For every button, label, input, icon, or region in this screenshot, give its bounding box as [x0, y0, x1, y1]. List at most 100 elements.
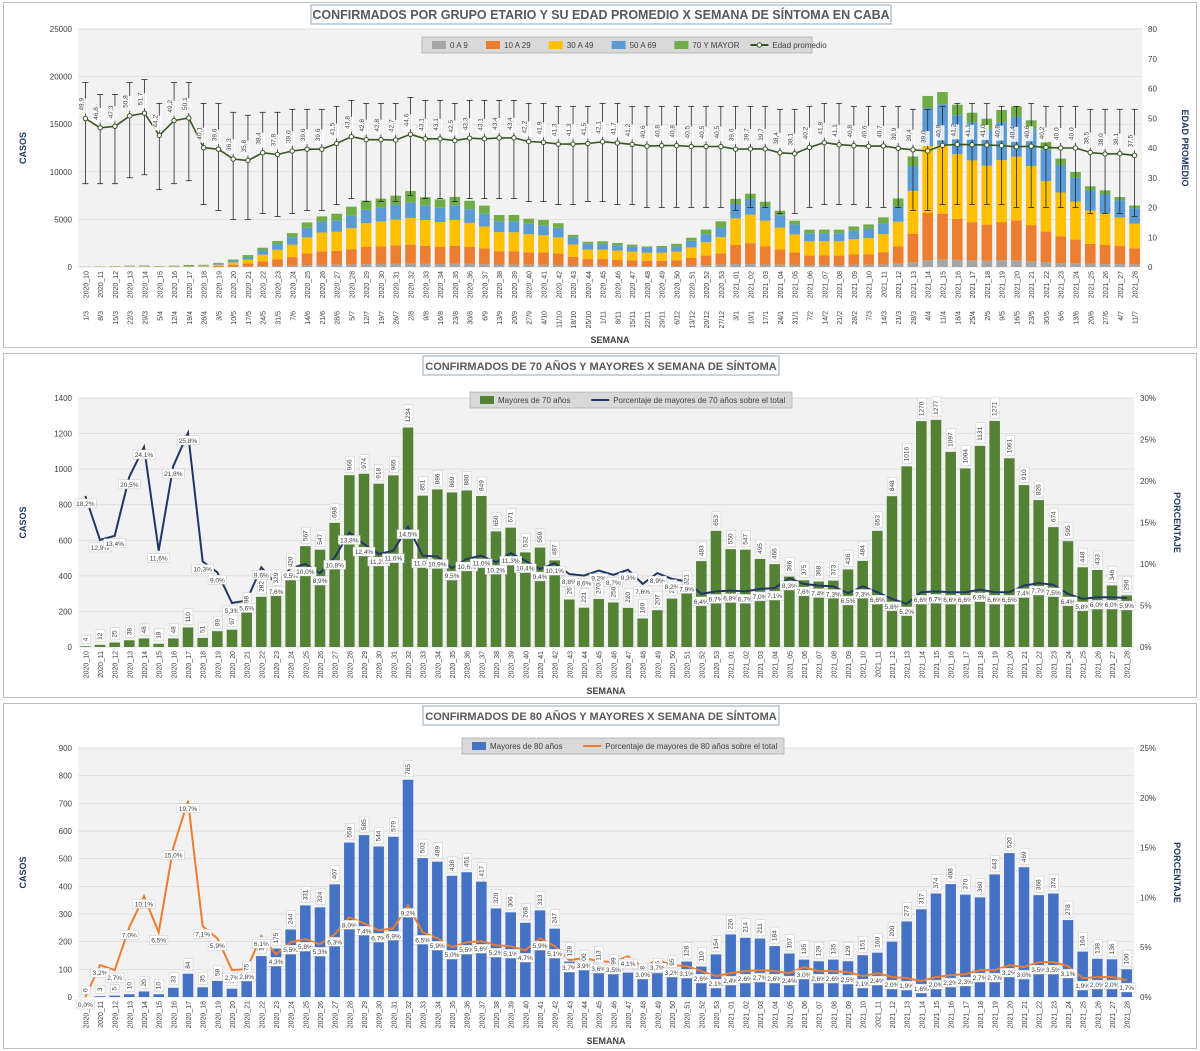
value-label-bg	[359, 815, 370, 833]
age-data-label: 43,1	[418, 118, 425, 131]
x-tick-label: 2020_45	[601, 271, 608, 298]
value-label-bg	[1093, 939, 1103, 957]
legend-box	[461, 737, 785, 755]
bar-segment	[552, 237, 564, 254]
bar-segment	[316, 251, 328, 265]
bar-value-label: 220	[625, 592, 632, 603]
bar-value-label: 95	[669, 958, 676, 966]
x-date-label: 1/11	[601, 311, 608, 324]
line-point	[289, 148, 295, 154]
pct-label-bg	[176, 435, 200, 446]
bar-segment	[360, 223, 372, 248]
x-date-label: 6/6	[1059, 311, 1066, 321]
bar-segment	[818, 229, 830, 234]
bar-value-label: 1234	[405, 408, 412, 423]
data-label-bg	[521, 121, 531, 137]
x-tick-label: 2020_27	[335, 271, 342, 298]
data-label-bg	[551, 124, 561, 140]
bar-value-label: 448	[1080, 551, 1087, 562]
x-tick-label: 2020_39	[509, 651, 516, 678]
bar-segment	[1084, 243, 1096, 264]
pct-label-bg	[354, 926, 374, 936]
bar-segment	[567, 234, 579, 238]
line-point	[688, 143, 694, 150]
pct-data-label: 12,4%	[355, 549, 374, 556]
bar	[168, 638, 179, 647]
pct-data-label: 2,7%	[753, 975, 768, 982]
chart-80-plus-svg: CONFIRMADOS DE 80 AÑOS Y MAYORES X SEMAN…	[18, 705, 1182, 1046]
value-label-bg	[550, 541, 560, 558]
bar-value-label: 346	[1109, 569, 1116, 580]
bar-segment	[759, 206, 771, 221]
x-tick-label: 2020_41	[538, 651, 545, 678]
x-date-label: 31/5	[276, 311, 283, 325]
data-label-bg	[403, 114, 413, 130]
bar-segment	[671, 260, 682, 266]
value-label-bg	[315, 530, 326, 547]
pct-data-label: 5,6%	[239, 606, 254, 613]
x-tick-label: 2020_25	[303, 1001, 310, 1028]
bar-segment	[597, 265, 608, 267]
bar	[945, 451, 956, 647]
pct-label-bg	[237, 603, 257, 613]
x-date-label: 4/4	[926, 311, 933, 321]
x-tick-label: 2020_14	[142, 1001, 149, 1028]
age-data-label: 40,4	[1009, 126, 1016, 139]
bar	[256, 596, 267, 647]
pct-data-label: 6,6%	[870, 597, 885, 604]
bar	[608, 602, 619, 647]
legend-label: Mayores de 80 años	[490, 742, 563, 751]
x-tick-label: 2021_14	[919, 1001, 926, 1028]
bar-value-label: 5	[112, 987, 119, 991]
value-label-bg	[286, 553, 296, 570]
x-tick-label: 2021_04	[778, 271, 785, 298]
x-tick-label: 2020_45	[597, 1001, 604, 1028]
x-date-label: 17/5	[246, 311, 253, 325]
x-tick-label: 2020_40	[527, 271, 534, 298]
bar-value-label: 1271	[992, 401, 999, 416]
value-label-bg	[814, 562, 824, 579]
bar	[124, 994, 135, 997]
pct-data-label: 25,8%	[179, 438, 198, 445]
value-label-bg	[418, 476, 428, 493]
bar-segment	[759, 246, 771, 265]
bar-value-label: 129	[816, 945, 823, 956]
bar-segment	[966, 222, 978, 261]
line-point	[171, 117, 177, 124]
value-label-bg	[139, 976, 150, 989]
pct-data-label: 5,0%	[445, 952, 460, 959]
data-label-bg	[994, 125, 1004, 141]
pct-data-label: 7,4%	[1017, 591, 1032, 598]
age-data-label: 41,5	[330, 123, 337, 136]
bar-segment	[479, 264, 490, 267]
pct-data-label: 7,0%	[122, 932, 137, 939]
x-tick-label: 2021_06	[802, 1001, 809, 1028]
line-point	[127, 113, 133, 119]
bar-segment	[907, 262, 919, 267]
x-tick-label: 2021_07	[817, 651, 824, 678]
pct-label-bg	[514, 563, 537, 573]
x-tick-label: 2020_30	[379, 271, 386, 298]
x-tick-label: 2021_15	[934, 651, 941, 678]
x-tick-label: 2020_52	[699, 651, 706, 678]
chart-title: CONFIRMADOS DE 70 AÑOS Y MAYORES X SEMAN…	[425, 360, 777, 373]
bar-value-label: 160	[640, 602, 647, 613]
bar	[344, 842, 355, 997]
x-tick-label: 2021_10	[867, 271, 874, 298]
y2-tick-label: 20%	[1140, 794, 1156, 803]
x-tick-label: 2021_02	[743, 1001, 750, 1028]
x-tick-label: 2021_21	[1022, 1001, 1029, 1028]
data-label-bg	[137, 93, 147, 109]
value-label-bg	[990, 397, 1000, 419]
value-label-bg	[579, 588, 590, 605]
x-tick-label: 2020_14	[142, 651, 149, 678]
pct-data-label: 4,7%	[518, 955, 533, 962]
age-data-label: 50,8	[123, 95, 130, 108]
pct-label-bg	[295, 942, 315, 952]
bar-segment	[567, 244, 579, 257]
bar-segment	[700, 255, 712, 266]
x-tick-label: 2021_24	[1066, 651, 1073, 678]
data-label-bg	[462, 118, 472, 134]
data-label-bg	[152, 115, 162, 131]
pct-label-bg	[162, 468, 185, 479]
